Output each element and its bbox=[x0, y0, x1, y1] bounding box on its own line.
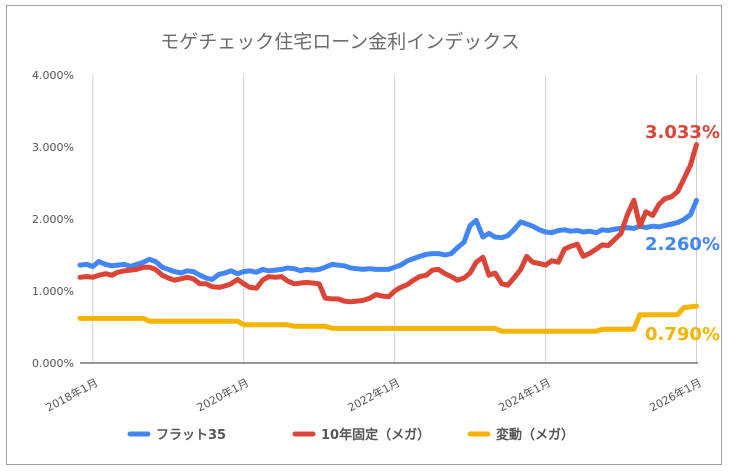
x-tick-label: 2024年1月 bbox=[496, 375, 553, 414]
legend-label: 10年固定（メガ） bbox=[321, 427, 430, 443]
series-end-label: 2.260% bbox=[645, 234, 720, 255]
legend-label: 変動（メガ） bbox=[496, 427, 574, 443]
end-labels: 2.260% 3.033% 0.790% bbox=[645, 122, 720, 345]
x-axis: 2018年1月 2020年1月 2022年1月 2024年1月 2026年1月 bbox=[43, 375, 704, 414]
series-end-label: 3.033% bbox=[645, 122, 720, 143]
series-line-1 bbox=[77, 197, 699, 282]
y-tick-label: 4.000% bbox=[32, 69, 74, 82]
grid bbox=[80, 75, 698, 364]
chart-title: モゲチェック住宅ローン金利インデックス bbox=[160, 31, 519, 53]
legend: フラット35 10年固定（メガ） 変動（メガ） bbox=[127, 427, 574, 443]
y-tick-label: 0.000% bbox=[32, 357, 74, 370]
x-tick-label: 2020年1月 bbox=[194, 375, 251, 414]
y-tick-label: 2.000% bbox=[32, 213, 74, 226]
plot-area bbox=[77, 142, 699, 334]
y-axis: 0.000% 1.000% 2.000% 3.000% 4.000% bbox=[32, 69, 74, 370]
x-tick-label: 2018年1月 bbox=[43, 375, 100, 414]
chart-frame bbox=[6, 5, 722, 465]
x-tick-label: 2022年1月 bbox=[345, 375, 402, 414]
x-tick-label: 2026年1月 bbox=[647, 375, 704, 414]
y-tick-label: 1.000% bbox=[32, 285, 74, 298]
legend-label: フラット35 bbox=[156, 428, 226, 443]
series-end-label: 0.790% bbox=[645, 324, 720, 345]
y-tick-label: 3.000% bbox=[32, 141, 74, 154]
series-line-2 bbox=[77, 142, 699, 305]
series-line-3 bbox=[77, 303, 699, 334]
